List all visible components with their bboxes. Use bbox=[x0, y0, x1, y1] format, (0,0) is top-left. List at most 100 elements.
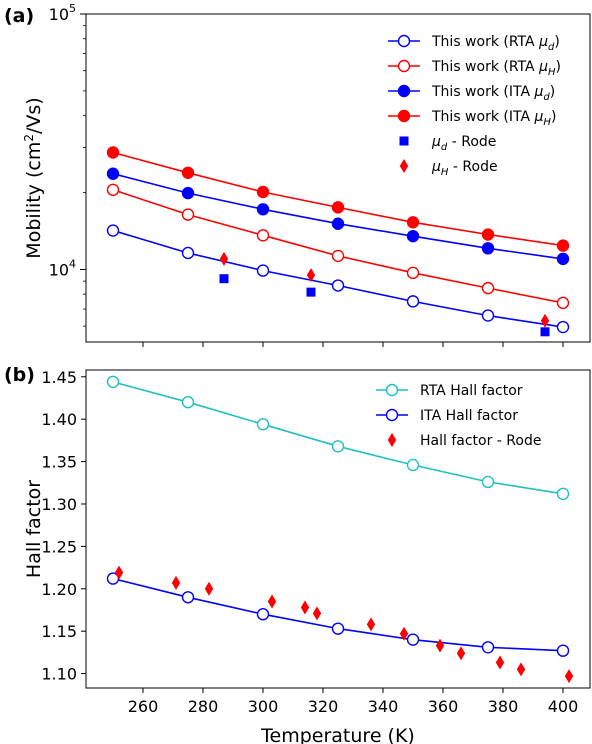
data-point-this-work-rta-mud bbox=[556, 320, 570, 334]
data-point-hall-factor-rode bbox=[435, 638, 445, 653]
legend-item-this-work-ita-mud: This work (ITA μd) bbox=[388, 84, 555, 103]
x-tick-label: 380 bbox=[488, 697, 519, 716]
legend-item-rta-hall-factor: RTA Hall factor bbox=[376, 383, 523, 399]
data-point-mud-rode bbox=[219, 274, 229, 284]
data-point-this-work-rta-mud bbox=[181, 246, 195, 260]
data-point-muh-rode bbox=[219, 251, 229, 266]
data-point-this-work-rta-muh bbox=[106, 183, 120, 197]
data-point-rta-hall-factor bbox=[256, 418, 270, 431]
data-point-rta-hall-factor bbox=[406, 458, 420, 472]
legend-item-muh-rode: μH - Rode bbox=[399, 159, 498, 178]
data-point-this-work-ita-muh bbox=[481, 228, 495, 241]
data-point-this-work-rta-muh bbox=[181, 208, 195, 221]
series-line-this-work-ita-mud bbox=[112, 172, 564, 260]
data-point-hall-factor-rode bbox=[114, 565, 124, 580]
data-point-this-work-rta-mud bbox=[331, 279, 345, 292]
x-tick-label: 320 bbox=[308, 697, 339, 716]
hall-factor-y-axis-label: Hall factor bbox=[23, 480, 45, 578]
data-point-this-work-ita-mud bbox=[406, 229, 420, 243]
y-tick-label: 1.15 bbox=[41, 622, 77, 641]
data-point-ita-hall-factor bbox=[406, 633, 420, 646]
data-point-this-work-rta-mud bbox=[256, 264, 270, 277]
data-point-hall-factor-rode bbox=[300, 600, 310, 615]
data-point-hall-factor-rode bbox=[204, 581, 214, 596]
data-point-this-work-ita-muh bbox=[556, 239, 570, 252]
legend-item-this-work-rta-mud: This work (RTA μd) bbox=[388, 34, 560, 53]
legend-item-this-work-ita-muh: This work (ITA μH) bbox=[388, 109, 556, 128]
series-line-this-work-rta-mud bbox=[112, 229, 564, 328]
legend-label: Hall factor - Rode bbox=[420, 433, 541, 449]
y-tick-label: 1.25 bbox=[41, 537, 77, 556]
legend-label: μd - Rode bbox=[431, 134, 496, 153]
hall-factor-chart-panel: 260 280 300 320 340 360 380 400 1.10 1.15 1.20 1.25… bbox=[23, 368, 591, 744]
data-point-this-work-rta-mud bbox=[406, 295, 420, 308]
data-point-this-work-ita-mud bbox=[106, 167, 120, 180]
data-point-ita-hall-factor bbox=[256, 608, 270, 621]
y-tick-label: 1.20 bbox=[41, 580, 77, 599]
data-point-hall-factor-rode bbox=[516, 662, 526, 677]
data-point-rta-hall-factor bbox=[556, 487, 570, 501]
legend-label: This work (RTA μd) bbox=[431, 34, 560, 53]
data-point-hall-factor-rode bbox=[171, 575, 181, 590]
data-point-this-work-rta-muh bbox=[406, 266, 420, 280]
data-point-rta-hall-factor bbox=[106, 375, 120, 389]
legend-label: μH - Rode bbox=[431, 159, 498, 178]
y-tick-label: 104 bbox=[49, 257, 76, 279]
data-point-mud-rode bbox=[306, 287, 316, 297]
data-point-hall-factor-rode bbox=[312, 606, 322, 621]
y-tick-label: 1.45 bbox=[41, 368, 77, 387]
data-point-this-work-ita-mud bbox=[256, 203, 270, 216]
data-point-this-work-rta-muh bbox=[256, 229, 270, 242]
x-tick-label: 300 bbox=[248, 697, 279, 716]
legend-item-mud-rode: μd - Rode bbox=[399, 134, 496, 153]
data-point-rta-hall-factor bbox=[481, 475, 495, 489]
data-point-ita-hall-factor bbox=[181, 591, 195, 604]
data-point-ita-hall-factor bbox=[556, 644, 570, 657]
legend-swatch-marker bbox=[399, 159, 409, 173]
y-tick-label: 1.40 bbox=[41, 410, 77, 429]
legend-swatch-marker bbox=[399, 136, 409, 146]
legend-swatch-marker bbox=[397, 34, 411, 48]
x-tick-label: 360 bbox=[428, 697, 459, 716]
data-point-this-work-ita-mud bbox=[331, 217, 345, 230]
legend-swatch-marker bbox=[397, 84, 411, 98]
legend-item-this-work-rta-muh: This work (RTA μH) bbox=[388, 59, 561, 78]
x-tick-label: 400 bbox=[548, 697, 579, 716]
legend-item-ita-hall-factor: ITA Hall factor bbox=[376, 408, 518, 424]
data-point-ita-hall-factor bbox=[481, 641, 495, 654]
data-point-rta-hall-factor bbox=[331, 440, 345, 453]
data-point-this-work-rta-muh bbox=[331, 249, 345, 263]
data-point-this-work-ita-mud bbox=[181, 186, 195, 200]
legend-label: This work (RTA μH) bbox=[431, 59, 561, 78]
data-point-this-work-ita-muh bbox=[181, 166, 195, 179]
data-point-this-work-ita-muh bbox=[331, 201, 345, 214]
data-point-this-work-rta-muh bbox=[481, 281, 495, 295]
x-tick-label: 260 bbox=[128, 697, 159, 716]
hall-factor-legend: RTA Hall factor ITA Hall factor Hall facto… bbox=[376, 383, 541, 449]
hall-factor-x-axis-label: Temperature (K) bbox=[260, 725, 415, 744]
y-tick-label: 1.10 bbox=[41, 665, 77, 684]
mobility-y-axis-label: Mobility (cm2/Vs) bbox=[22, 97, 45, 258]
data-point-this-work-ita-muh bbox=[256, 185, 270, 199]
mobility-plot-frame bbox=[85, 13, 591, 343]
legend-swatch-marker bbox=[385, 408, 399, 422]
hall-factor-plot-frame bbox=[85, 369, 591, 689]
data-point-hall-factor-rode bbox=[366, 617, 376, 632]
y-tick-label: 105 bbox=[49, 2, 76, 24]
data-point-mud-rode bbox=[540, 327, 550, 337]
data-point-this-work-rta-muh bbox=[556, 296, 570, 310]
data-point-this-work-ita-mud bbox=[556, 252, 570, 266]
data-point-rta-hall-factor bbox=[181, 396, 195, 409]
legend-label: This work (ITA μH) bbox=[431, 109, 556, 128]
data-point-muh-rode bbox=[540, 313, 550, 328]
y-tick-label: 1.30 bbox=[41, 495, 77, 514]
legend-swatch-marker bbox=[397, 59, 411, 73]
data-point-hall-factor-rode bbox=[399, 626, 409, 641]
legend-label: ITA Hall factor bbox=[420, 408, 518, 424]
data-point-hall-factor-rode bbox=[495, 655, 505, 670]
legend-item-hall-factor-rode: Hall factor - Rode bbox=[387, 433, 541, 449]
data-point-this-work-ita-muh bbox=[106, 146, 120, 159]
panel-b-label: (b) bbox=[4, 364, 35, 386]
